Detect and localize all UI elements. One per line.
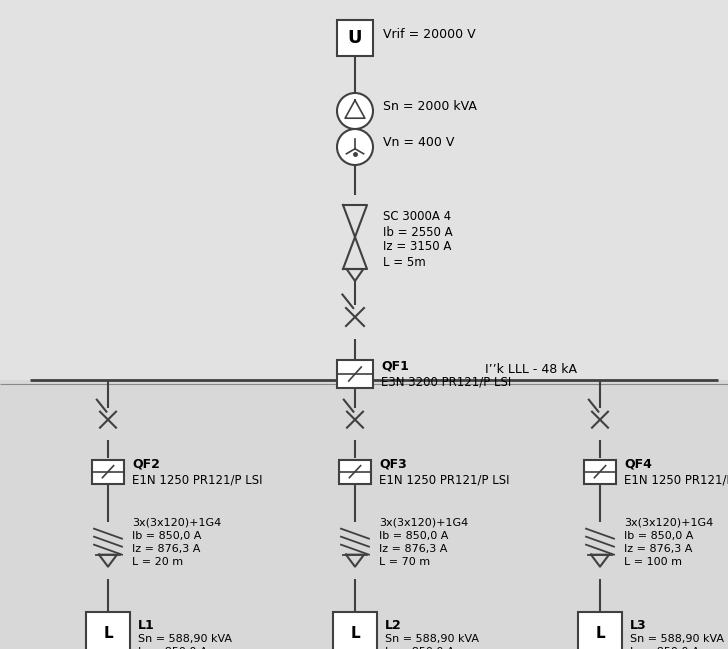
- Bar: [337, 20, 373, 56]
- Text: 3x(3x120)+1G4: 3x(3x120)+1G4: [379, 518, 468, 528]
- Text: I’’k LLL - 48 kA: I’’k LLL - 48 kA: [485, 363, 577, 376]
- Text: E1N 1250 PR121/P LSI: E1N 1250 PR121/P LSI: [379, 473, 510, 486]
- Bar: [337, 360, 373, 388]
- Text: L3: L3: [630, 619, 646, 632]
- Text: L = 100 m: L = 100 m: [624, 557, 682, 567]
- Bar: [333, 611, 377, 649]
- Text: L2: L2: [385, 619, 402, 632]
- Text: Vrif = 20000 V: Vrif = 20000 V: [383, 27, 475, 40]
- Text: Iz = 876,3 A: Iz = 876,3 A: [379, 544, 448, 554]
- Text: Ib = 850,0 A: Ib = 850,0 A: [132, 531, 202, 541]
- Text: Sn = 588,90 kVA: Sn = 588,90 kVA: [630, 633, 724, 644]
- Text: L = 70 m: L = 70 m: [379, 557, 430, 567]
- Text: Sn = 588,90 kVA: Sn = 588,90 kVA: [138, 633, 232, 644]
- Circle shape: [337, 129, 373, 165]
- Bar: [339, 459, 371, 484]
- Text: Ib = 2550 A: Ib = 2550 A: [383, 225, 453, 238]
- Bar: [578, 611, 622, 649]
- Text: In = 850,0 A: In = 850,0 A: [138, 646, 207, 649]
- FancyBboxPatch shape: [0, 0, 728, 380]
- FancyBboxPatch shape: [0, 380, 728, 649]
- Text: QF1: QF1: [381, 360, 409, 373]
- Text: 3x(3x120)+1G4: 3x(3x120)+1G4: [624, 518, 713, 528]
- Text: Iz = 876,3 A: Iz = 876,3 A: [132, 544, 200, 554]
- Text: E1N 1250 PR121/P LSI: E1N 1250 PR121/P LSI: [624, 473, 728, 486]
- Text: L: L: [350, 626, 360, 641]
- Text: Ib = 850,0 A: Ib = 850,0 A: [379, 531, 448, 541]
- Text: L = 5m: L = 5m: [383, 256, 426, 269]
- Text: Iz = 3150 A: Iz = 3150 A: [383, 241, 451, 254]
- Text: L = 20 m: L = 20 m: [132, 557, 183, 567]
- Text: QF3: QF3: [379, 457, 407, 470]
- Text: Vn = 400 V: Vn = 400 V: [383, 136, 454, 149]
- Text: L: L: [103, 626, 113, 641]
- Text: E3N 3200 PR121/P LSI: E3N 3200 PR121/P LSI: [381, 376, 511, 389]
- Text: In = 850,0 A: In = 850,0 A: [385, 646, 454, 649]
- Text: SC 3000A 4: SC 3000A 4: [383, 210, 451, 223]
- Text: L1: L1: [138, 619, 155, 632]
- Text: Iz = 876,3 A: Iz = 876,3 A: [624, 544, 692, 554]
- Text: E1N 1250 PR121/P LSI: E1N 1250 PR121/P LSI: [132, 473, 263, 486]
- Bar: [92, 459, 124, 484]
- Text: U: U: [348, 29, 363, 47]
- Text: QF2: QF2: [132, 457, 160, 470]
- Text: 3x(3x120)+1G4: 3x(3x120)+1G4: [132, 518, 221, 528]
- Text: Sn = 588,90 kVA: Sn = 588,90 kVA: [385, 633, 479, 644]
- Text: In = 850,0 A: In = 850,0 A: [630, 646, 700, 649]
- Circle shape: [337, 93, 373, 129]
- Bar: [86, 611, 130, 649]
- Text: Ib = 850,0 A: Ib = 850,0 A: [624, 531, 693, 541]
- Bar: [584, 459, 616, 484]
- Text: Sn = 2000 kVA: Sn = 2000 kVA: [383, 101, 477, 114]
- Text: L: L: [596, 626, 605, 641]
- Text: QF4: QF4: [624, 457, 652, 470]
